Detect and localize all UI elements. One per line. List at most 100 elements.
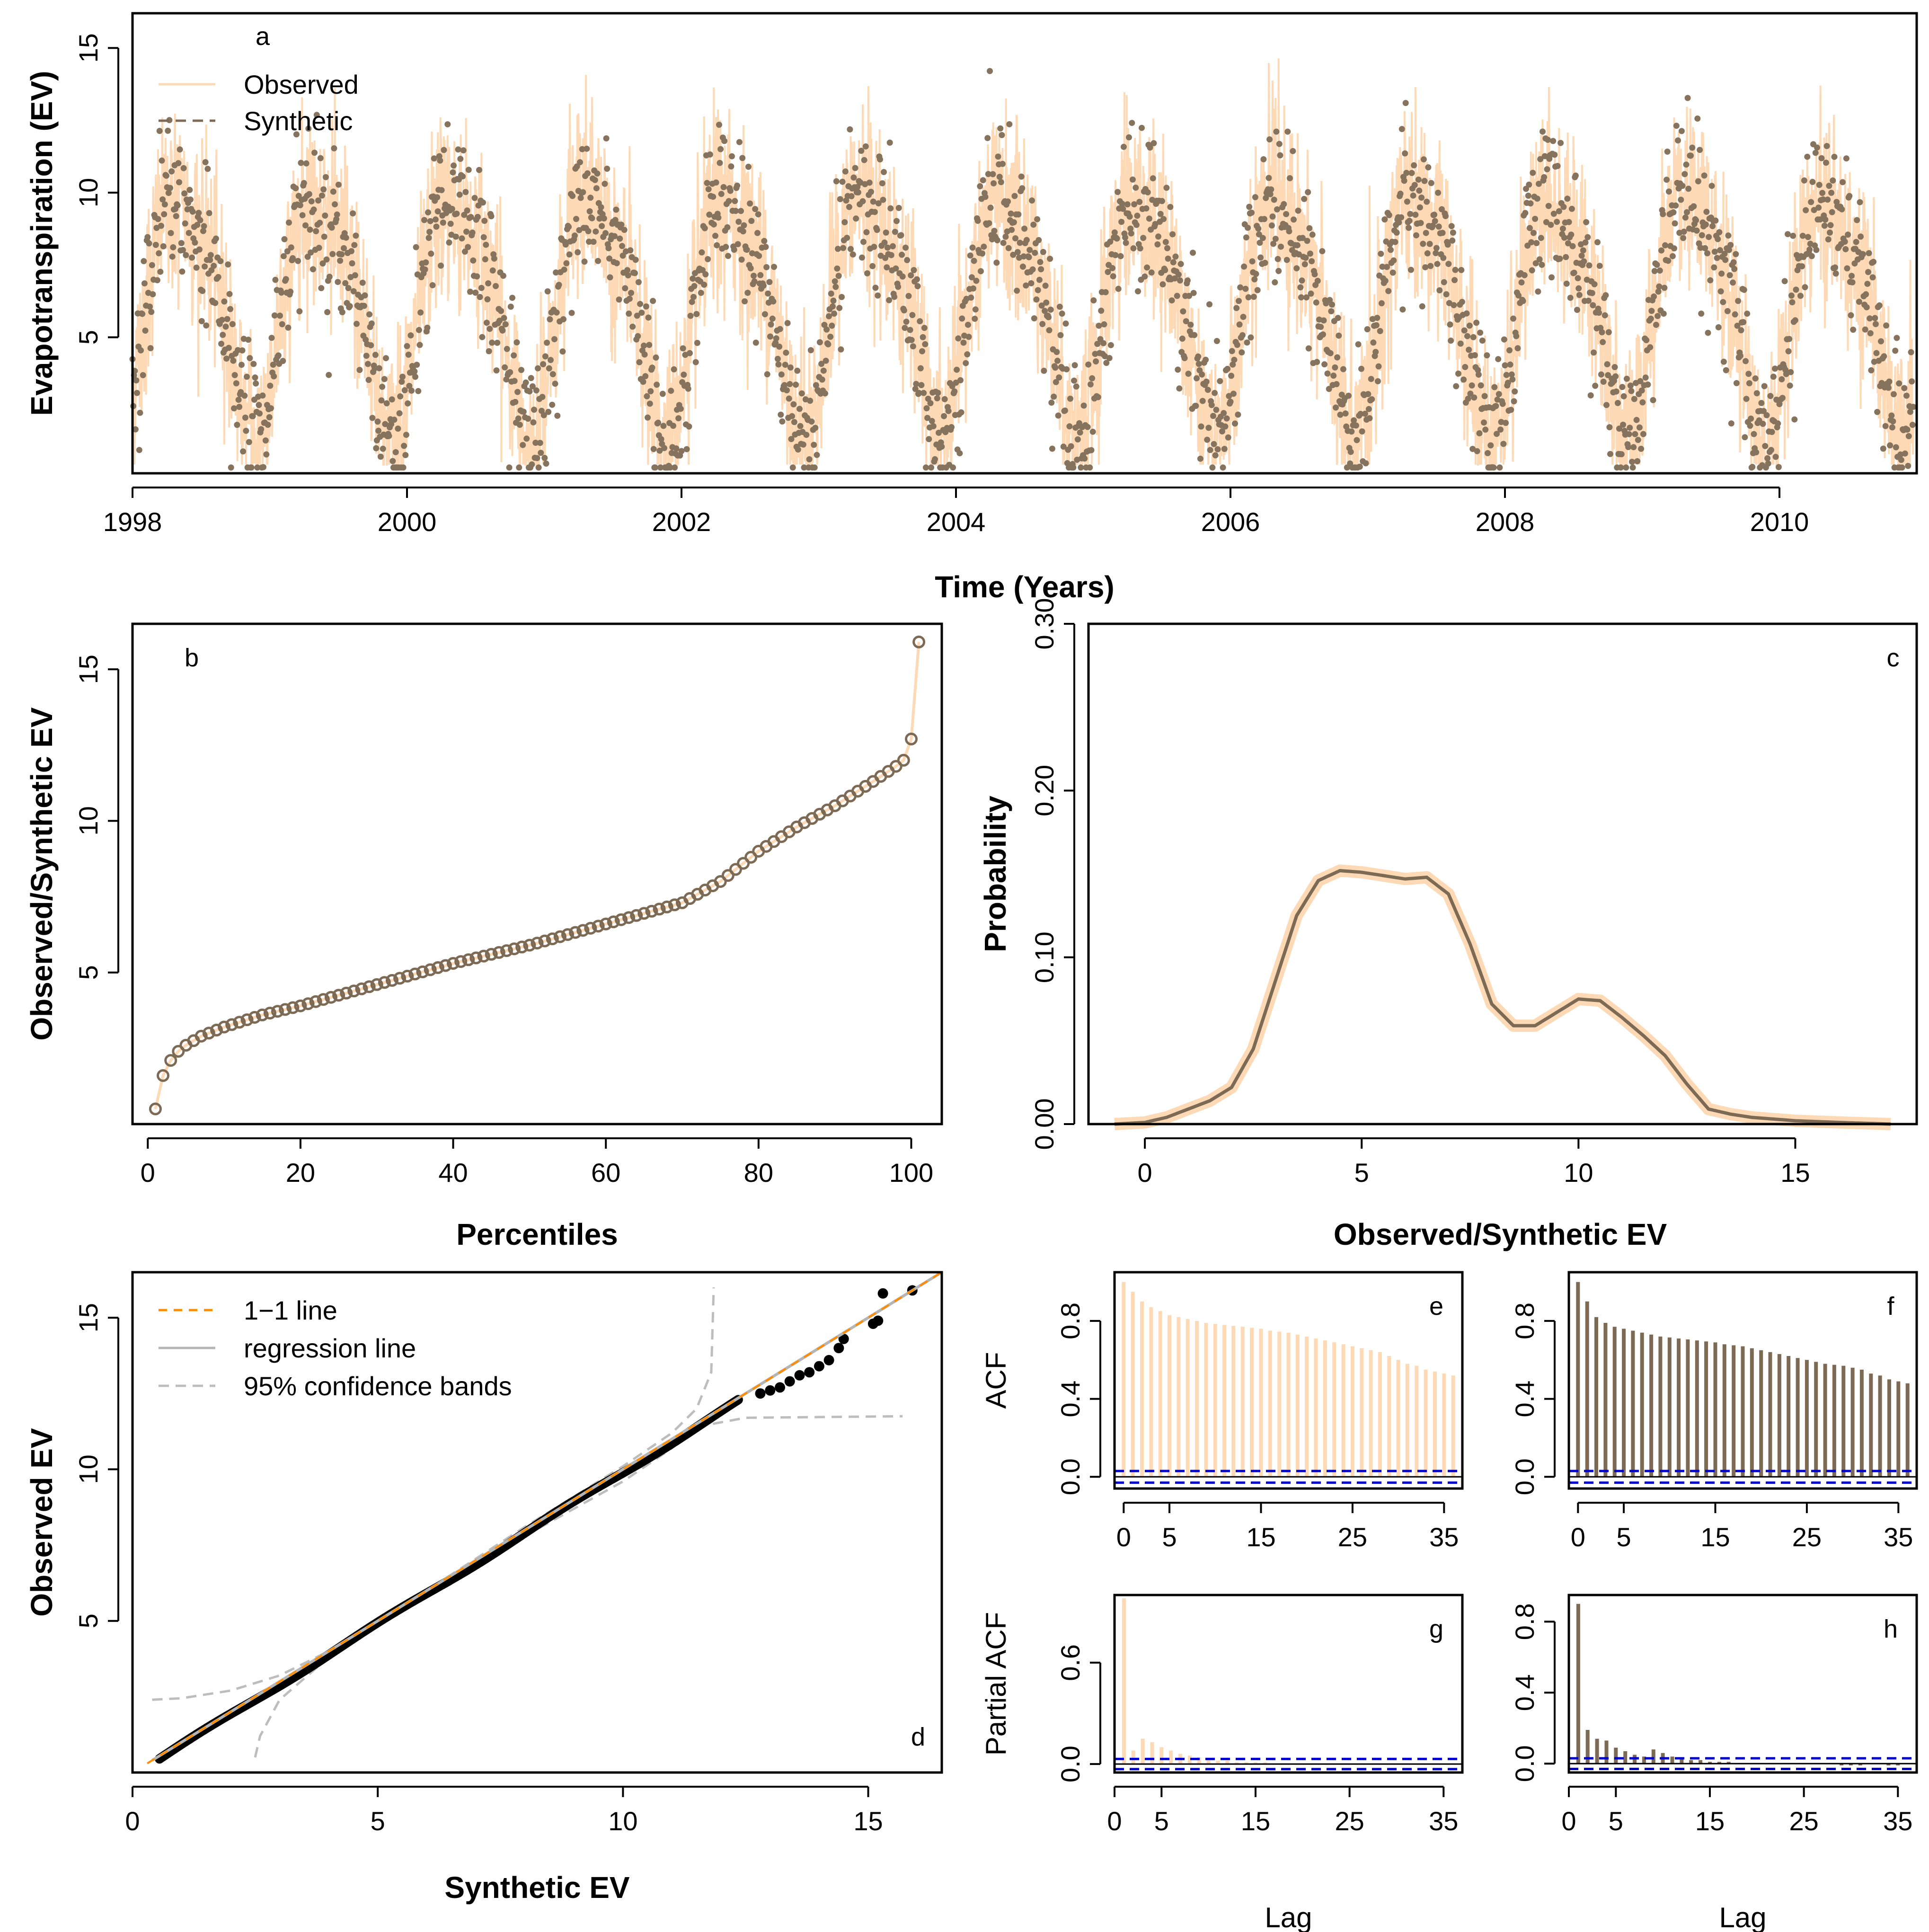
synthetic-point	[993, 259, 1000, 266]
synthetic-point	[1074, 436, 1081, 443]
synthetic-point	[455, 146, 461, 153]
synthetic-point	[1204, 436, 1211, 443]
synthetic-point	[538, 450, 544, 456]
synthetic-point	[1112, 252, 1119, 258]
synthetic-point	[832, 284, 839, 290]
synthetic-point	[714, 242, 720, 248]
synthetic-point	[1539, 262, 1545, 268]
synthetic-point	[155, 216, 161, 222]
synthetic-point	[1475, 372, 1482, 378]
synthetic-point	[736, 139, 743, 145]
synthetic-point	[645, 314, 652, 321]
synthetic-point	[1733, 251, 1739, 257]
synthetic-point	[1063, 366, 1070, 372]
synthetic-point	[1694, 115, 1701, 122]
synthetic-point	[450, 169, 456, 176]
synthetic-point	[1212, 452, 1219, 459]
synthetic-point	[161, 201, 168, 208]
synthetic-point	[246, 439, 252, 445]
synthetic-point	[808, 418, 815, 425]
synthetic-point	[784, 387, 790, 394]
synthetic-point	[1533, 240, 1540, 247]
synthetic-point	[996, 174, 1003, 180]
percentile-point	[225, 1018, 239, 1031]
synthetic-point	[1664, 177, 1670, 183]
synthetic-point	[1026, 247, 1033, 253]
synthetic-point	[1781, 278, 1788, 284]
synthetic-point	[1772, 365, 1778, 372]
synthetic-point	[1537, 156, 1544, 162]
synthetic-point	[1467, 390, 1474, 397]
synthetic-point	[838, 346, 844, 353]
synthetic-point	[1342, 410, 1349, 417]
qq-point	[794, 1370, 805, 1381]
synthetic-point	[217, 258, 224, 265]
synthetic-point	[502, 321, 509, 328]
synthetic-point	[1827, 229, 1833, 236]
synthetic-point	[617, 235, 623, 242]
synthetic-point	[965, 334, 972, 340]
synthetic-point	[883, 229, 889, 236]
synthetic-point	[1357, 411, 1364, 417]
synthetic-point	[1872, 321, 1879, 328]
observed-series-line	[132, 58, 1915, 466]
synthetic-point	[539, 394, 546, 400]
synthetic-point	[469, 230, 476, 236]
percentile-point	[431, 961, 444, 974]
synthetic-point	[1443, 291, 1450, 298]
synthetic-point	[350, 288, 357, 294]
synthetic-point	[1787, 369, 1794, 375]
synthetic-point	[502, 364, 508, 371]
synthetic-point	[520, 442, 526, 448]
synthetic-point	[1321, 361, 1328, 368]
synthetic-point	[858, 148, 865, 154]
synthetic-point	[917, 365, 924, 372]
y-tick-label: 0.30	[1029, 598, 1059, 650]
percentile-point	[355, 982, 368, 995]
synthetic-point	[621, 227, 628, 233]
synthetic-point	[1124, 201, 1131, 208]
x-tick-label: 2004	[927, 507, 986, 537]
synthetic-point	[1230, 390, 1237, 397]
synthetic-point	[823, 326, 830, 333]
synthetic-point	[956, 450, 963, 457]
synthetic-point	[1021, 225, 1028, 232]
synthetic-point	[1435, 223, 1442, 230]
synthetic-point	[1017, 239, 1023, 246]
synthetic-point	[1276, 141, 1283, 147]
synthetic-point	[350, 210, 356, 217]
synthetic-point	[461, 212, 468, 218]
synthetic-point	[1327, 297, 1333, 303]
synthetic-point	[1742, 434, 1748, 441]
synthetic-point	[903, 319, 910, 325]
synthetic-point	[1745, 371, 1752, 377]
synthetic-point	[654, 381, 660, 388]
synthetic-point	[1031, 315, 1037, 322]
synthetic-point	[1390, 257, 1397, 264]
x-tick-label: 20	[286, 1158, 315, 1188]
synthetic-point	[483, 241, 489, 248]
x-tick-label: 35	[1429, 1806, 1458, 1836]
synthetic-point	[401, 443, 407, 449]
synthetic-point	[769, 315, 776, 322]
synthetic-point	[1281, 201, 1287, 207]
synthetic-point	[1389, 269, 1396, 276]
synthetic-point	[293, 131, 300, 138]
synthetic-point	[1000, 239, 1007, 246]
upper-confidence-band	[152, 1287, 715, 1701]
synthetic-point	[859, 198, 866, 204]
synthetic-point	[1144, 264, 1150, 271]
synthetic-point	[1883, 322, 1890, 329]
synthetic-point	[1397, 190, 1404, 197]
percentile-point	[721, 869, 734, 882]
x-tick-label: 25	[1792, 1522, 1822, 1552]
synthetic-point	[311, 150, 318, 156]
x-tick-label: 40	[438, 1158, 468, 1188]
panel-label: c	[1887, 644, 1900, 672]
synthetic-point	[1704, 250, 1710, 257]
synthetic-point	[189, 254, 195, 261]
synthetic-point	[717, 146, 724, 152]
synthetic-point	[644, 393, 650, 399]
synthetic-point	[1441, 279, 1447, 285]
synthetic-point	[1688, 152, 1694, 159]
